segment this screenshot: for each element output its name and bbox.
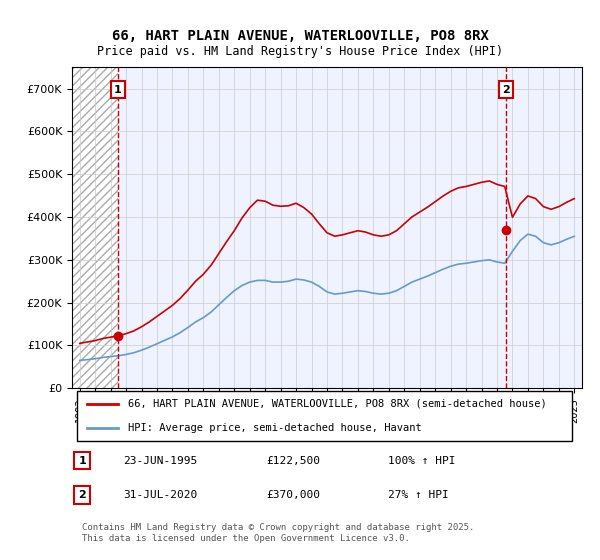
Text: 100% ↑ HPI: 100% ↑ HPI	[388, 455, 456, 465]
Text: Price paid vs. HM Land Registry's House Price Index (HPI): Price paid vs. HM Land Registry's House …	[97, 45, 503, 58]
Text: 2: 2	[502, 85, 510, 95]
Bar	[72, 67, 118, 388]
Text: 27% ↑ HPI: 27% ↑ HPI	[388, 490, 449, 500]
Bar	[72, 67, 118, 388]
Text: 66, HART PLAIN AVENUE, WATERLOOVILLE, PO8 8RX: 66, HART PLAIN AVENUE, WATERLOOVILLE, PO…	[112, 29, 488, 44]
Text: 66, HART PLAIN AVENUE, WATERLOOVILLE, PO8 8RX (semi-detached house): 66, HART PLAIN AVENUE, WATERLOOVILLE, PO…	[128, 399, 547, 409]
Text: HPI: Average price, semi-detached house, Havant: HPI: Average price, semi-detached house,…	[128, 423, 422, 433]
Text: £122,500: £122,500	[266, 455, 320, 465]
Text: 1: 1	[79, 455, 86, 465]
Text: 1: 1	[114, 85, 122, 95]
FancyBboxPatch shape	[77, 391, 572, 441]
Text: 23-JUN-1995: 23-JUN-1995	[123, 455, 197, 465]
Text: Contains HM Land Registry data © Crown copyright and database right 2025.
This d: Contains HM Land Registry data © Crown c…	[82, 523, 475, 543]
Text: 2: 2	[79, 490, 86, 500]
Text: 31-JUL-2020: 31-JUL-2020	[123, 490, 197, 500]
Text: £370,000: £370,000	[266, 490, 320, 500]
